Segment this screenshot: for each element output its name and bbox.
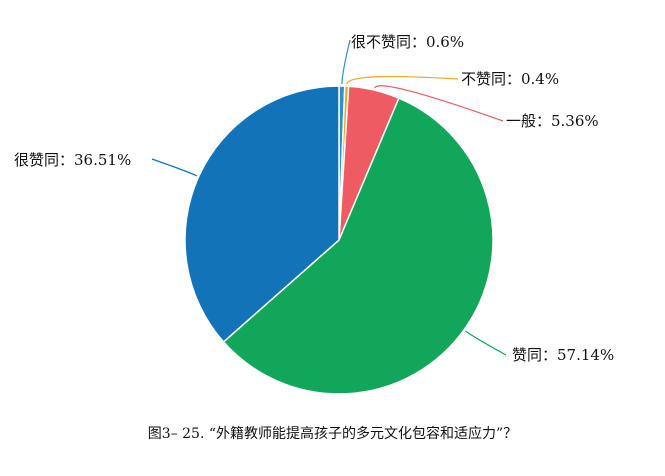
slice-label-very-disagree: 很不赞同：0.6% bbox=[351, 33, 464, 51]
pie-slices bbox=[184, 85, 494, 395]
slice-label-very-agree: 很赞同：36.51% bbox=[14, 151, 131, 169]
leader-line-very-disagree bbox=[341, 39, 351, 85]
pie-slice-agree bbox=[222, 97, 494, 395]
leader-line-agree bbox=[465, 330, 507, 356]
figure-caption: 图3– 25. “外籍教师能提高孩子的多元文化包容和适应力”？ bbox=[147, 426, 518, 442]
pie-chart: 很不赞同：0.6% 不赞同：0.4% 一般：5.36% 赞同：57.14% 很赞… bbox=[14, 33, 614, 395]
pie-slice-very-agree bbox=[184, 85, 340, 343]
slice-label-disagree: 不赞同：0.4% bbox=[461, 70, 559, 88]
leader-line-neutral bbox=[374, 85, 504, 122]
slice-labels: 很不赞同：0.6% 不赞同：0.4% 一般：5.36% 赞同：57.14% 很赞… bbox=[14, 33, 614, 364]
slice-label-agree: 赞同：57.14% bbox=[512, 346, 614, 364]
slice-label-neutral: 一般：5.36% bbox=[506, 112, 599, 130]
leader-line-disagree bbox=[346, 75, 459, 85]
leader-lines bbox=[151, 39, 507, 356]
leader-line-very-agree bbox=[151, 158, 198, 177]
